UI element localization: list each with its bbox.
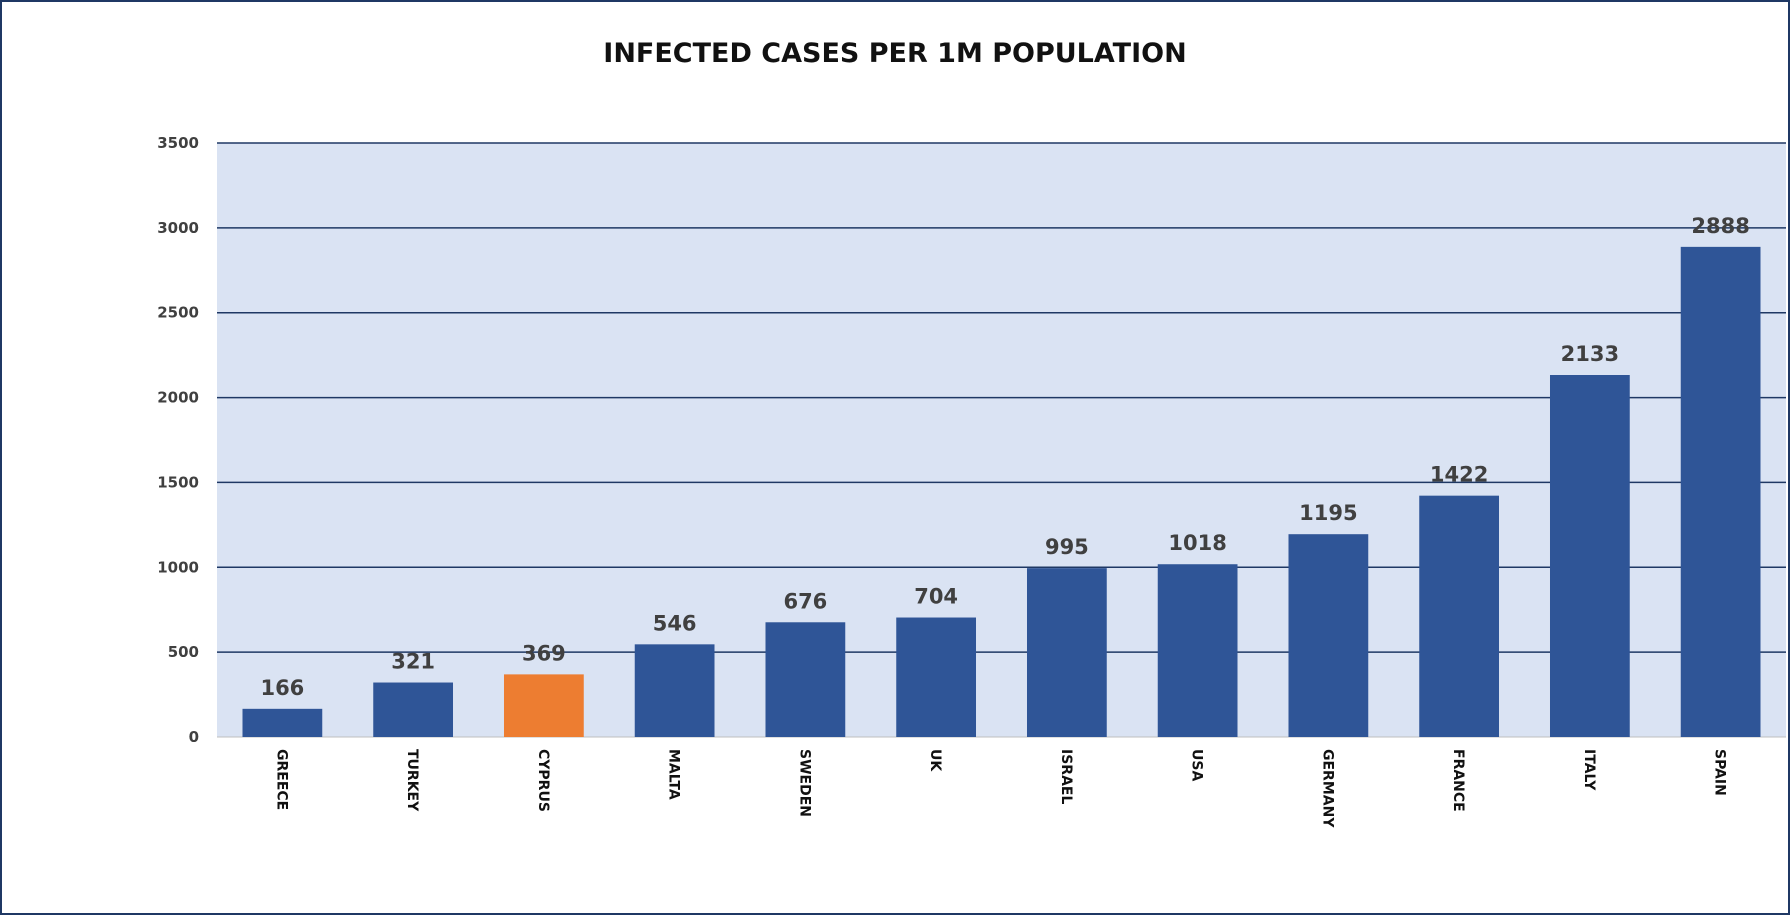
- data-label-italy: 2133: [1561, 342, 1619, 366]
- bar-germany: [1288, 534, 1369, 737]
- data-label-uk: 704: [914, 585, 958, 609]
- x-tick-label-turkey: TURKEY: [404, 749, 420, 812]
- x-tick-label-cyprus: CYPRUS: [535, 749, 551, 812]
- bar-spain: [1680, 246, 1761, 737]
- bar-cyprus: [503, 674, 584, 737]
- plot-area: [217, 143, 1786, 737]
- x-tick-label-usa: USA: [1189, 749, 1205, 781]
- x-tick-label-spain: SPAIN: [1712, 749, 1728, 796]
- x-tick-label-malta: MALTA: [666, 749, 682, 800]
- bar-italy: [1549, 374, 1630, 737]
- y-tick-label: 1000: [157, 558, 199, 576]
- data-label-israel: 995: [1045, 535, 1089, 559]
- bar-israel: [1026, 568, 1107, 737]
- x-tick-label-sweden: SWEDEN: [796, 749, 812, 817]
- bar-usa: [1157, 564, 1238, 737]
- x-tick-label-uk: UK: [927, 749, 943, 772]
- data-label-sweden: 676: [783, 589, 827, 613]
- bar-greece: [242, 708, 323, 737]
- y-tick-label: 500: [168, 643, 199, 661]
- y-tick-label: 0: [189, 728, 199, 746]
- x-tick-label-italy: ITALY: [1581, 749, 1597, 791]
- x-axis-labels: GREECE TURKEY CYPRUS MALTA SWEDEN UK ISRAEL USA…: [273, 749, 1727, 828]
- x-tick-label-greece: GREECE: [273, 749, 289, 810]
- data-label-greece: 166: [260, 676, 304, 700]
- y-tick-label: 1500: [157, 473, 199, 491]
- chart-title: INFECTED CASES PER 1M POPULATION: [603, 38, 1187, 69]
- data-label-germany: 1195: [1299, 501, 1357, 525]
- y-tick-label: 3500: [157, 134, 199, 152]
- y-tick-label: 2000: [157, 389, 199, 407]
- x-tick-label-germany: GERMANY: [1319, 749, 1335, 828]
- data-label-spain: 2888: [1691, 214, 1749, 238]
- bar-uk: [896, 617, 977, 737]
- data-label-turkey: 321: [391, 650, 435, 674]
- x-tick-label-france: FRANCE: [1450, 749, 1466, 812]
- bar-malta: [634, 644, 715, 737]
- bar-sweden: [765, 622, 846, 737]
- bar-turkey: [373, 682, 454, 737]
- bars: [242, 246, 1761, 737]
- y-axis-ticks: 0 500 1000 1500 2000 2500 3000 3500: [157, 134, 199, 746]
- data-label-malta: 546: [653, 611, 697, 635]
- gridlines: [217, 142, 1786, 738]
- x-tick-label-israel: ISRAEL: [1058, 749, 1074, 804]
- y-tick-label: 3000: [157, 219, 199, 237]
- data-labels: 166 321 369 546 676 704 995 1018 1195 1422 2133 288…: [260, 214, 1749, 700]
- bar-france: [1419, 495, 1500, 737]
- data-label-usa: 1018: [1168, 531, 1226, 555]
- data-label-france: 1422: [1430, 463, 1488, 487]
- y-tick-label: 2500: [157, 304, 199, 322]
- data-label-cyprus: 369: [522, 641, 566, 665]
